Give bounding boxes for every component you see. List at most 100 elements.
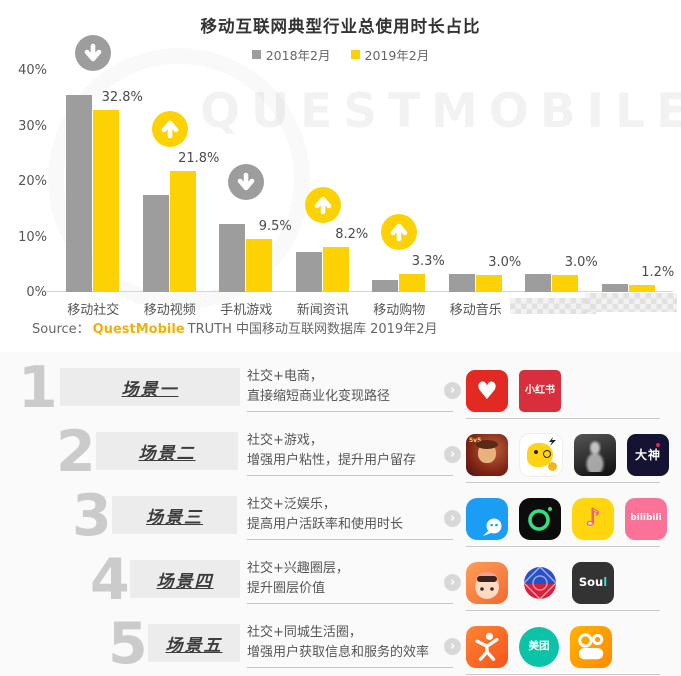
legend-swatch-2018 (251, 50, 261, 59)
bar-2018 (142, 194, 169, 292)
scenario-app-icons: ♥ 小红书 (466, 363, 660, 419)
anime-community-icon (466, 561, 508, 604)
scenario-description: 社交+兴趣圈层， 提升圈层价值 (247, 559, 453, 605)
bar-2019 (169, 171, 196, 292)
category-label: 移动视频 (143, 303, 196, 318)
scenario-desc-line2: 提高用户活跃率和使用时长 (247, 517, 404, 533)
source-prefix: Source： (32, 322, 90, 337)
pinduoduo-icon: ♥ (466, 369, 508, 412)
scenario-description: 社交+电商， 直接缩短商业化变现路径 (247, 367, 453, 413)
bar-2018 (219, 224, 246, 292)
scenario-label-box: 场景五 (148, 624, 240, 662)
scenario-list: 1 场景一 社交+电商， 直接缩短商业化变现路径 › ♥ 小红书 2 场景二 社交+游戏， 增强… (0, 352, 681, 676)
scenario-app-icons: 5v5 大神 (466, 427, 669, 483)
bar-2018 (295, 252, 322, 292)
bar-value-label: 3.0% (488, 255, 522, 271)
category-label: 移动音乐 (449, 303, 502, 318)
legend-item-2019: 2019年2月 (350, 45, 430, 64)
source-brand: QuestMobile (92, 322, 185, 337)
chevron-right-icon: › (444, 510, 461, 527)
bar-value-label: 9.5% (258, 219, 292, 235)
scenario-desc-line1: 社交+兴趣圈层， (247, 561, 349, 576)
chart-title: 移动互联网典型行业总使用时长占比 (200, 17, 481, 36)
scenario-app-icons: 美团 (466, 619, 660, 675)
bar-value-label: 21.8% (178, 151, 220, 167)
legend-item-2018: 2018年2月 (251, 45, 331, 64)
scenario-label: 场景一 (121, 379, 179, 400)
bar-2019 (628, 285, 655, 292)
bar-2018 (372, 279, 399, 292)
globe-community-icon (519, 562, 561, 604)
chart-legend: 2018年2月 2019年2月 (0, 45, 681, 64)
bar-value-label: 1.2% (641, 265, 675, 281)
category-label: 新闻资讯 (296, 303, 349, 318)
bar-2019 (322, 246, 349, 292)
scenario-label-box: 场景二 (96, 432, 238, 470)
scenario-label-box: 场景一 (60, 368, 240, 406)
scenario-row: 2 场景二 社交+游戏， 增强用户粘性，提升用户留存 › 5v5 大神 (0, 422, 681, 485)
bar-chart-section: 移动互联网典型行业总使用时长占比 2018年2月 2019年2月 0% 10% 20… (0, 17, 681, 337)
weishi-icon (466, 497, 508, 540)
scenario-number: 4 (90, 547, 130, 613)
scenario-label: 场景五 (165, 635, 223, 656)
scenario-app-icons: Soul (466, 555, 660, 611)
meituan-icon: 美团 (519, 626, 559, 667)
source-rest: TRUTH 中国移动互联网数据库 2019年2月 (187, 322, 438, 337)
trend-up-icon (151, 111, 188, 148)
scenario-desc-line1: 社交+同城生活圈， (247, 625, 362, 640)
bar-value-label: 3.0% (564, 255, 598, 271)
y-axis-tick-label: 0% (26, 285, 47, 300)
bar-2019 (246, 239, 273, 292)
trend-up-icon (304, 186, 341, 223)
bar-2019 (399, 273, 426, 292)
scenario-label: 场景三 (146, 507, 203, 528)
scenario-desc-line2: 提升圈层价值 (247, 581, 326, 597)
x-axis-line (45, 291, 673, 292)
scenario-label-box: 场景四 (130, 560, 240, 598)
category-label: 移动购物 (373, 303, 426, 318)
dark-ghost-game-icon (574, 433, 616, 476)
bar-2018 (601, 283, 628, 292)
scenario-desc-line2: 直接缩短商业化变现路径 (247, 389, 391, 405)
scenario-label: 场景四 (156, 571, 214, 592)
bar-value-label: 32.8% (101, 89, 143, 105)
scenario-number: 3 (72, 483, 112, 549)
green-ring-camera-icon (519, 497, 561, 540)
scenario-description: 社交+泛娱乐， 提高用户活跃率和使用时长 (247, 495, 453, 541)
censored-category-label (510, 298, 596, 314)
music-note-icon: ♪ (572, 497, 614, 540)
category-label: 移动社交 (67, 303, 120, 318)
scenario-desc-line2: 增强用户粘性，提升用户留存 (247, 453, 417, 469)
kuaishou-icon (570, 625, 612, 668)
bar-value-label: 8.2% (335, 226, 369, 242)
bar-2019 (552, 275, 579, 292)
trend-down-icon (228, 164, 265, 201)
y-axis-tick-label: 30% (18, 118, 47, 134)
scenario-app-icons: ♪ bilibili (466, 491, 667, 547)
bar-2018 (525, 273, 552, 292)
scenario-row: 5 场景五 社交+同城生活圈， 增强用户获取信息和服务的效率 › 美团 (0, 614, 681, 676)
scenario-desc-line1: 社交+泛娱乐， (247, 497, 336, 512)
trend-down-icon (75, 34, 112, 71)
yellow-blob-game-icon (519, 432, 563, 477)
scenario-desc-line1: 社交+游戏， (247, 433, 323, 448)
soul-icon: Soul (572, 561, 614, 604)
xiaohongshu-icon: 小红书 (519, 369, 561, 412)
y-axis-tick-label: 40% (18, 63, 47, 78)
scenario-description: 社交+同城生活圈， 增强用户获取信息和服务的效率 (247, 623, 453, 669)
legend-swatch-2019 (350, 50, 360, 59)
bar-2019 (93, 109, 120, 292)
honor-of-kings-icon: 5v5 (466, 433, 508, 476)
scenario-desc-line2: 增强用户获取信息和服务的效率 (247, 645, 430, 661)
scenario-label: 场景二 (138, 443, 196, 464)
chevron-right-icon: › (444, 382, 461, 399)
scenario-number: 2 (56, 419, 96, 485)
scenario-label-box: 场景三 (112, 496, 237, 534)
bar-value-label: 3.3% (411, 253, 445, 269)
legend-label-2019: 2019年2月 (364, 48, 430, 63)
dianping-icon (466, 625, 508, 668)
scenario-row: 4 场景四 社交+兴趣圈层， 提升圈层价值 › Soul (0, 550, 681, 613)
scenario-description: 社交+游戏， 增强用户粘性，提升用户留存 (247, 431, 453, 477)
bar-2018 (66, 94, 93, 292)
